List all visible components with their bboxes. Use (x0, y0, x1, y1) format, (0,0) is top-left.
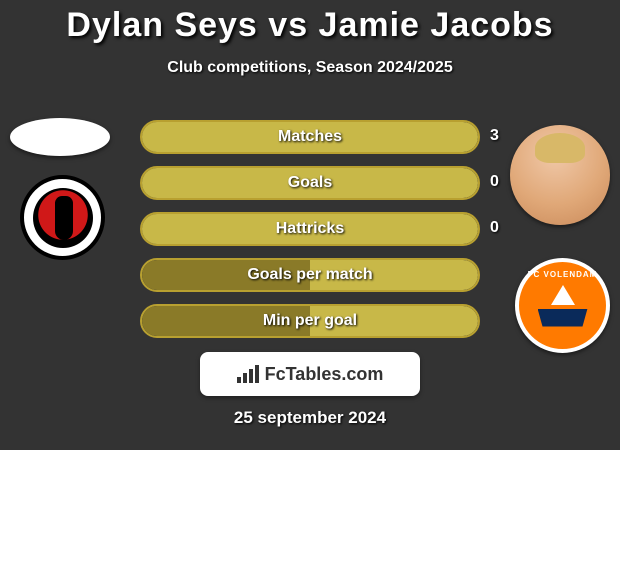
stat-row: Matches3 (140, 120, 480, 154)
stat-label: Min per goal (142, 312, 478, 330)
stat-bar: Goals per match (140, 258, 480, 292)
stat-bar: Matches (140, 120, 480, 154)
brand-text: FcTables.com (265, 364, 384, 385)
stat-label: Hattricks (142, 220, 478, 238)
stats-container: Matches3Goals0Hattricks0Goals per matchM… (0, 120, 620, 350)
stat-label: Matches (142, 128, 478, 146)
comparison-card: Dylan Seys vs Jamie Jacobs Club competit… (0, 0, 620, 450)
brand-badge[interactable]: FcTables.com (200, 352, 420, 396)
stat-label: Goals per match (142, 266, 478, 284)
stat-bar: Hattricks (140, 212, 480, 246)
stat-row: Goals0 (140, 166, 480, 200)
stat-row: Goals per match (140, 258, 480, 292)
stat-bar: Goals (140, 166, 480, 200)
stat-label: Goals (142, 174, 478, 192)
stat-bar: Min per goal (140, 304, 480, 338)
chart-icon (237, 365, 259, 383)
subtitle: Club competitions, Season 2024/2025 (0, 59, 620, 77)
stat-row: Min per goal (140, 304, 480, 338)
stat-value-right: 0 (490, 219, 530, 237)
page-title: Dylan Seys vs Jamie Jacobs (0, 6, 620, 45)
stat-row: Hattricks0 (140, 212, 480, 246)
stat-value-right: 0 (490, 173, 530, 191)
stat-value-right: 3 (490, 127, 530, 145)
lower-white-area (0, 450, 620, 580)
date-text: 25 september 2024 (0, 408, 620, 428)
